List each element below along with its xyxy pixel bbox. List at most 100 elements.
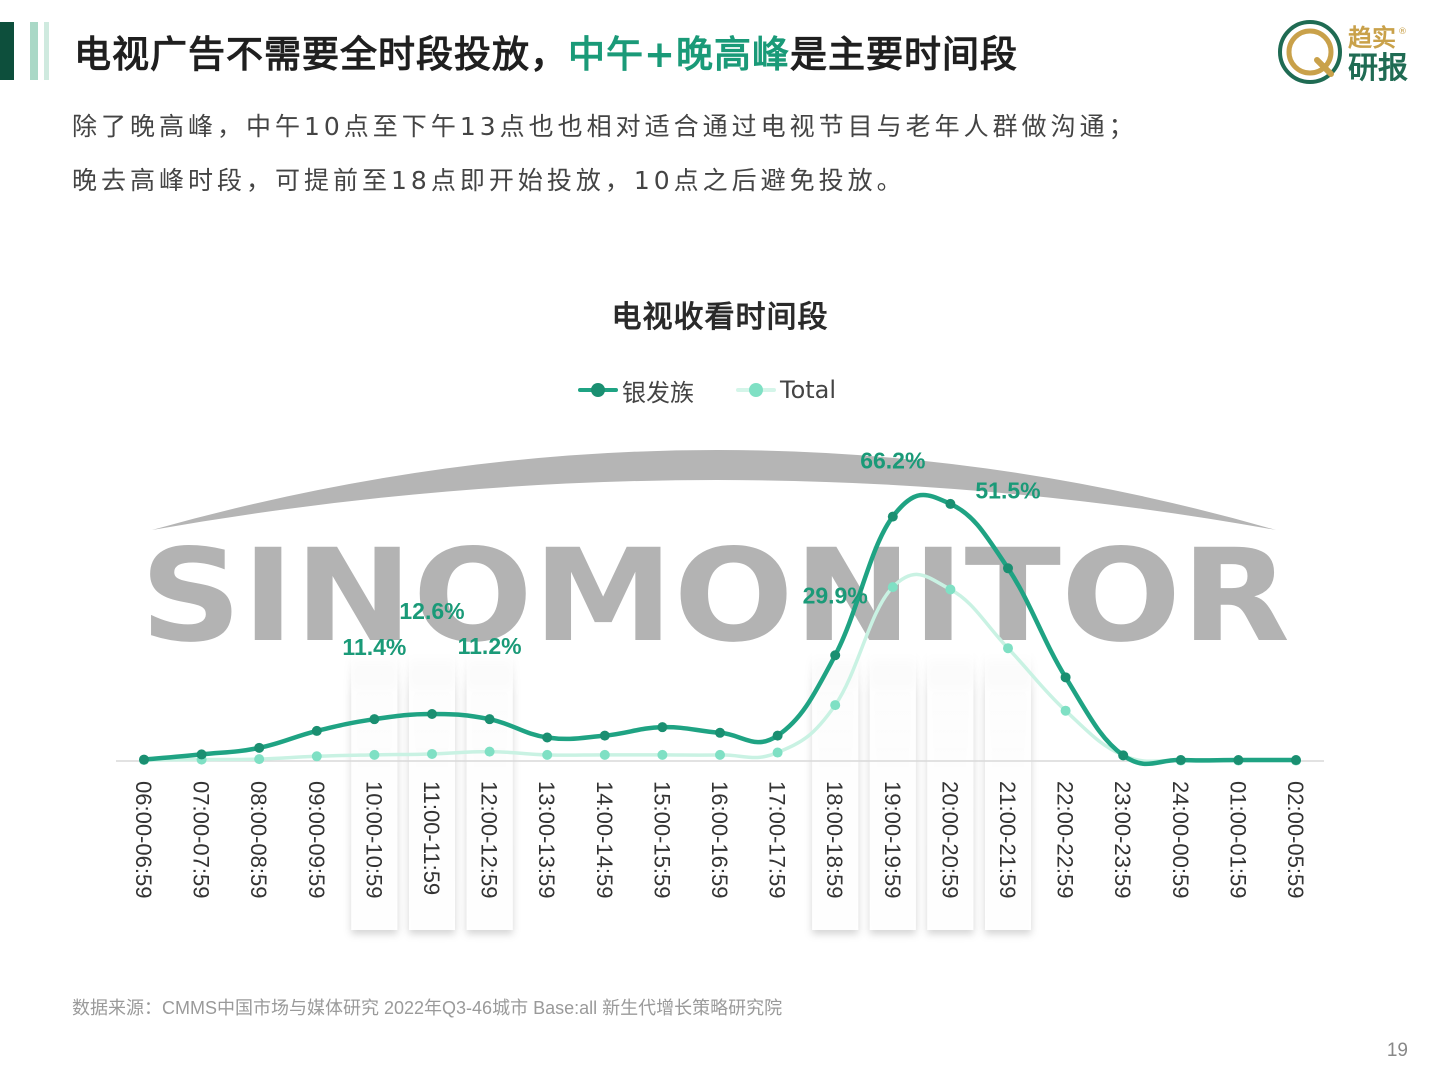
legend-label-total: Total xyxy=(780,376,837,404)
series-line-total xyxy=(142,572,1298,764)
subtitle-line-2: 晚去高峰时段，可提前至18点即开始投放，10点之后避免投放。 xyxy=(72,166,906,195)
point-silver-5 xyxy=(427,709,437,719)
data-source-note: 数据来源：CMMS中国市场与媒体研究 2022年Q3-46城市 Base:all… xyxy=(72,998,783,1018)
highlight-column-5 xyxy=(409,650,455,930)
page-number: 19 xyxy=(1386,1040,1408,1061)
legend-label-silver: 银发族 xyxy=(622,378,694,407)
point-total-3 xyxy=(311,751,322,762)
point-total-12 xyxy=(830,700,841,711)
point-silver-9 xyxy=(657,722,668,733)
point-total-4 xyxy=(369,749,380,760)
watermark-text: SINOMONITOR xyxy=(140,522,1290,671)
legend-marker-silver xyxy=(578,383,618,397)
point-total-5 xyxy=(427,748,437,759)
title-part1: 电视广告不需要全时段投放， xyxy=(74,33,568,76)
point-silver-14 xyxy=(945,498,956,509)
point-silver-20 xyxy=(1291,755,1301,766)
logo-ring xyxy=(1278,20,1342,84)
point-silver-11 xyxy=(772,730,783,741)
x-tick-label-11: 17:00-17:59 xyxy=(765,781,790,898)
point-silver-16 xyxy=(1060,672,1071,683)
legend-item-total: Total xyxy=(736,376,836,404)
point-silver-2 xyxy=(254,742,265,753)
point-total-8 xyxy=(599,749,610,760)
point-silver-18 xyxy=(1175,755,1186,766)
point-total-10 xyxy=(715,749,725,760)
point-total-16 xyxy=(1060,705,1071,716)
point-silver-7 xyxy=(542,732,553,743)
point-silver-17 xyxy=(1118,750,1129,761)
subtitle-line-1: 除了晚高峰，中午10点至下午13点也也相对适合通过电视节目与老年人群做沟通； xyxy=(72,112,1138,141)
accent-bar-dark xyxy=(0,22,14,80)
data-label-12: 29.9% xyxy=(803,582,868,608)
page-title: 电视广告不需要全时段投放，中午+晚高峰是主要时间段 xyxy=(74,24,1018,78)
x-tick-label-0: 06:00-06:59 xyxy=(131,781,156,898)
x-tick-label-8: 14:00-14:59 xyxy=(592,781,617,898)
x-tick-label-3: 09:00-09:59 xyxy=(304,781,329,898)
point-silver-6 xyxy=(484,714,495,725)
highlight-column-14 xyxy=(927,650,974,930)
legend-marker-total xyxy=(736,383,776,397)
data-label-6: 11.2% xyxy=(458,633,522,659)
brand-logo: 趋实 ® 研报 xyxy=(1278,20,1408,86)
highlight-column-12 xyxy=(812,650,859,930)
point-total-9 xyxy=(657,749,668,760)
point-silver-3 xyxy=(311,725,322,736)
x-tick-label-14: 20:00-20:59 xyxy=(937,781,962,898)
x-tick-label-19: 01:00-01:59 xyxy=(1225,781,1250,898)
logo-registered-mark: ® xyxy=(1398,27,1407,37)
highlight-column-6 xyxy=(466,650,513,930)
x-tick-label-9: 15:00-15:59 xyxy=(649,781,674,898)
data-label-4: 11.4% xyxy=(342,634,406,660)
point-silver-12 xyxy=(830,650,841,661)
x-tick-label-5: 11:00-11:59 xyxy=(419,781,444,895)
legend-item-silver: 银发族 xyxy=(578,373,694,408)
point-total-6 xyxy=(484,746,495,757)
x-tick-label-7: 13:00-13:59 xyxy=(534,781,559,898)
x-tick-label-12: 18:00-18:59 xyxy=(822,781,847,898)
chart-legend: 银发族 Total xyxy=(578,372,878,408)
highlight-column-4 xyxy=(351,650,398,930)
accent-bar-mid xyxy=(30,22,38,80)
point-total-14 xyxy=(945,584,956,595)
x-tick-label-16: 22:00-22:59 xyxy=(1053,781,1078,898)
x-tick-label-4: 10:00-10:59 xyxy=(361,781,386,898)
data-label-15: 51.5% xyxy=(975,477,1040,503)
x-tick-label-2: 08:00-08:59 xyxy=(246,781,271,898)
point-silver-8 xyxy=(599,730,610,741)
point-total-13 xyxy=(887,582,898,593)
logo-q-tail xyxy=(1314,57,1334,77)
accent-bar-light xyxy=(44,22,49,80)
title-highlight: 中午+晚高峰 xyxy=(568,33,791,76)
highlight-column-15 xyxy=(985,650,1031,930)
point-total-11 xyxy=(772,747,783,758)
x-tick-label-15: 21:00-21:59 xyxy=(995,781,1020,898)
page-subtitle: 除了晚高峰，中午10点至下午13点也也相对适合通过电视节目与老年人群做沟通； 晚… xyxy=(72,100,1362,208)
x-tick-label-17: 23:00-23:59 xyxy=(1110,781,1135,898)
point-total-7 xyxy=(542,749,553,760)
x-tick-label-13: 19:00-19:59 xyxy=(880,781,905,898)
logo-text-bottom: 研报 xyxy=(1348,51,1408,86)
logo-q-ring xyxy=(1286,28,1334,76)
chart-title: 电视收看时间段 xyxy=(611,300,829,335)
point-total-15 xyxy=(1003,643,1013,654)
point-silver-0 xyxy=(139,754,149,765)
data-label-13: 66.2% xyxy=(860,448,925,474)
logo-text-top: 趋实 xyxy=(1348,24,1396,52)
point-total-2 xyxy=(254,754,265,765)
watermark: SINOMONITOR xyxy=(140,450,1290,671)
title-part2: 是主要时间段 xyxy=(790,33,1019,76)
point-silver-4 xyxy=(369,714,380,725)
watermark-arc xyxy=(152,450,1276,530)
point-silver-19 xyxy=(1233,755,1244,766)
x-tick-label-10: 16:00-16:59 xyxy=(707,781,732,898)
x-tick-label-18: 24:00-00:59 xyxy=(1168,781,1193,898)
line-chart: SINOMONITOR 11.4%12.6%11.2%29.9%66.2%69.… xyxy=(116,448,1324,930)
x-tick-label-20: 02:00-05:59 xyxy=(1283,781,1308,898)
x-tick-label-6: 12:00-12:59 xyxy=(477,781,502,898)
x-tick-label-1: 07:00-07:59 xyxy=(189,781,214,898)
point-silver-10 xyxy=(715,727,725,738)
point-silver-1 xyxy=(196,749,207,760)
point-silver-15 xyxy=(1003,563,1013,574)
highlight-column-13 xyxy=(869,650,916,930)
